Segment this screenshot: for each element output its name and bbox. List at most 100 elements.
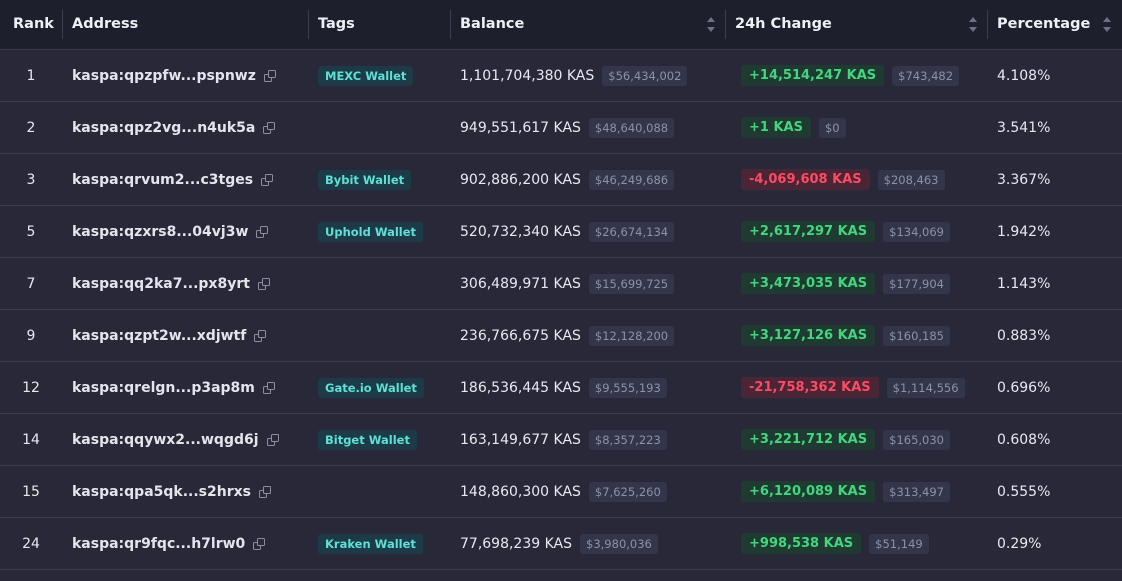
address-link[interactable]: kaspa:qpa5qk...s2hrxs — [72, 483, 251, 500]
header-rank[interactable]: Rank — [13, 16, 54, 32]
sort-icon[interactable] — [1102, 16, 1112, 33]
copy-icon[interactable] — [253, 537, 266, 550]
change-usd-badge: $313,497 — [883, 481, 950, 502]
sort-icon[interactable] — [706, 16, 716, 33]
address-link[interactable]: kaspa:qpzpfw...pspnwz — [72, 67, 256, 84]
table-row[interactable]: 12 kaspa:qrelgn...p3ap8m Gate.io Wallet 186… — [0, 362, 1122, 414]
balance-value: 77,698,239 KAS — [460, 535, 573, 552]
header-divider — [62, 10, 63, 39]
address-cell: kaspa:qr9fqc...h7lrw0 — [72, 518, 266, 569]
table-row[interactable]: 1 kaspa:qpzpfw...pspnwz MEXC Wallet 1,101,7… — [0, 50, 1122, 102]
address-cell: kaspa:qqywx2...wqgd6j — [72, 414, 279, 465]
balance-usd-badge: $46,249,686 — [588, 169, 675, 190]
address-link[interactable]: kaspa:qrvum2...c3tges — [72, 171, 254, 188]
table-header: Rank Address Tags Balance 24h Change Per… — [0, 0, 1122, 50]
rank-cell: 14 — [22, 431, 40, 448]
copy-icon[interactable] — [254, 329, 267, 342]
copy-icon[interactable] — [259, 485, 271, 498]
percentage-cell: 1.143% — [997, 275, 1051, 292]
balance-value: 148,860,300 KAS — [460, 483, 581, 500]
header-divider — [725, 10, 726, 39]
table-row[interactable]: 9 kaspa:qzpt2w...xdjwtf 236,766,675 KAS $12… — [0, 310, 1122, 362]
tags-cell: Bybit Wallet — [318, 154, 412, 205]
rank-cell: 2 — [26, 119, 36, 136]
balance-cell: 902,886,200 KAS $46,249,686 — [460, 154, 675, 205]
header-divider — [308, 10, 309, 39]
address-link[interactable]: kaspa:qzpt2w...xdjwtf — [72, 327, 247, 344]
change-cell: +3,221,712 KAS $165,030 — [741, 414, 950, 465]
wallet-tag: MEXC Wallet — [318, 65, 414, 86]
address-cell: kaspa:qpzpfw...pspnwz — [72, 50, 276, 101]
address-link[interactable]: kaspa:qzxrs8...04vj3w — [72, 223, 249, 240]
copy-icon[interactable] — [261, 173, 274, 186]
percentage-cell: 0.883% — [997, 327, 1051, 344]
copy-icon[interactable] — [266, 433, 279, 446]
address-cell: kaspa:qzpt2w...xdjwtf — [72, 310, 267, 361]
address-cell: kaspa:qrvum2...c3tges — [72, 154, 274, 205]
rank-cell: 7 — [26, 275, 36, 292]
header-divider — [450, 10, 451, 39]
change-usd-badge: $177,904 — [883, 273, 950, 294]
balance-value: 949,551,617 KAS — [460, 119, 581, 136]
address-link[interactable]: kaspa:qqywx2...wqgd6j — [72, 431, 259, 448]
balance-value: 236,766,675 KAS — [460, 327, 581, 344]
change-usd-badge: $134,069 — [883, 221, 950, 242]
copy-icon[interactable] — [263, 121, 276, 134]
rank-cell: 12 — [22, 379, 40, 396]
wallet-tag: Kraken Wallet — [318, 533, 423, 554]
balance-usd-badge: $15,699,725 — [588, 273, 675, 294]
table-row[interactable]: 14 kaspa:qqywx2...wqgd6j Bitget Wallet 163,… — [0, 414, 1122, 466]
copy-icon[interactable] — [262, 381, 275, 394]
change-cell: +2,617,297 KAS $134,069 — [741, 206, 950, 257]
address-link[interactable]: kaspa:qq2ka7...px8yrt — [72, 275, 250, 292]
change-usd-badge: $208,463 — [877, 169, 945, 190]
table-row[interactable]: 7 kaspa:qq2ka7...px8yrt 306,489,971 KAS $15… — [0, 258, 1122, 310]
change-cell: +14,514,247 KAS $743,482 — [741, 50, 960, 101]
balance-usd-badge: $26,674,134 — [588, 221, 675, 242]
balance-cell: 520,732,340 KAS $26,674,134 — [460, 206, 675, 257]
percentage-cell: 4.108% — [997, 67, 1051, 84]
copy-icon[interactable] — [257, 277, 270, 290]
balance-cell: 163,149,677 KAS $8,357,223 — [460, 414, 667, 465]
balance-value: 1,101,704,380 KAS — [460, 67, 595, 84]
header-percentage[interactable]: Percentage — [997, 16, 1091, 32]
balance-value: 186,536,445 KAS — [460, 379, 581, 396]
table-row[interactable]: 5 kaspa:qzxrs8...04vj3w Uphold Wallet 520,7… — [0, 206, 1122, 258]
change-usd-badge: $165,030 — [883, 429, 950, 450]
change-badge: +14,514,247 KAS — [741, 65, 885, 86]
table-row[interactable]: 2 kaspa:qpz2vg...n4uk5a 949,551,617 KAS $48… — [0, 102, 1122, 154]
balance-value: 520,732,340 KAS — [460, 223, 581, 240]
table-row[interactable]: 3 kaspa:qrvum2...c3tges Bybit Wallet 902,88… — [0, 154, 1122, 206]
balance-cell: 1,101,704,380 KAS $56,434,002 — [460, 50, 688, 101]
copy-icon[interactable] — [263, 69, 276, 82]
header-balance[interactable]: Balance — [460, 16, 525, 32]
address-link[interactable]: kaspa:qpz2vg...n4uk5a — [72, 119, 256, 136]
rank-cell: 1 — [26, 67, 36, 84]
table-row[interactable]: 15 kaspa:qpa5qk...s2hrxs 148,860,300 KAS $7… — [0, 466, 1122, 518]
address-link[interactable]: kaspa:qrelgn...p3ap8m — [72, 379, 255, 396]
balance-usd-badge: $12,128,200 — [588, 325, 675, 346]
address-cell: kaspa:qpz2vg...n4uk5a — [72, 102, 276, 153]
header-tags[interactable]: Tags — [318, 16, 355, 32]
rank-cell: 24 — [22, 535, 40, 552]
change-badge: +6,120,089 KAS — [741, 481, 876, 502]
wallet-tag: Bitget Wallet — [318, 429, 417, 450]
percentage-cell: 3.367% — [997, 171, 1051, 188]
change-cell: +3,473,035 KAS $177,904 — [741, 258, 950, 309]
balance-cell: 236,766,675 KAS $12,128,200 — [460, 310, 675, 361]
table-row[interactable]: 24 kaspa:qr9fqc...h7lrw0 Kraken Wallet 77,6… — [0, 518, 1122, 570]
balance-cell: 148,860,300 KAS $7,625,260 — [460, 466, 667, 517]
address-link[interactable]: kaspa:qr9fqc...h7lrw0 — [72, 535, 246, 552]
header-change[interactable]: 24h Change — [735, 16, 832, 32]
percentage-cell: 0.29% — [997, 535, 1042, 552]
balance-cell: 306,489,971 KAS $15,699,725 — [460, 258, 675, 309]
wallet-tag: Uphold Wallet — [318, 221, 424, 242]
copy-icon[interactable] — [256, 225, 269, 238]
header-address[interactable]: Address — [72, 16, 139, 32]
change-badge: -4,069,608 KAS — [741, 169, 870, 190]
balance-usd-badge: $56,434,002 — [602, 65, 688, 86]
balance-usd-badge: $48,640,088 — [588, 117, 675, 138]
change-usd-badge: $51,149 — [869, 533, 929, 554]
change-cell: -21,758,362 KAS $1,114,556 — [741, 362, 965, 413]
sort-icon[interactable] — [968, 16, 978, 33]
